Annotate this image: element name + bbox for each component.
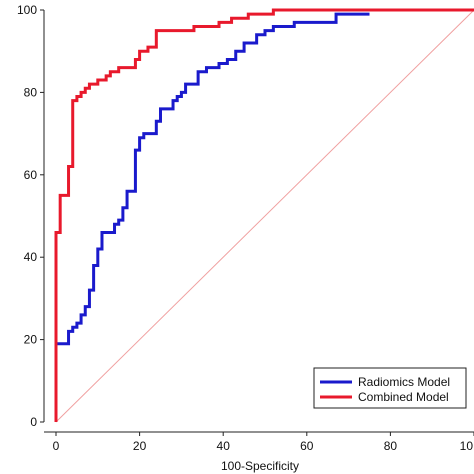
y-tick-label: 40 [24, 250, 38, 264]
x-tick-label: 0 [53, 439, 60, 453]
x-tick-label: 20 [133, 439, 147, 453]
x-tick-label: 80 [384, 439, 398, 453]
x-tick-label: 60 [300, 439, 314, 453]
y-tick-label: 0 [30, 415, 37, 429]
legend-box [313, 367, 467, 409]
y-tick-label: 20 [24, 333, 38, 347]
x-tick-label: 40 [217, 439, 231, 453]
x-tick-label: 10 [460, 439, 474, 453]
series-line-radiomics-model [54, 12, 370, 422]
y-tick-label: 100 [17, 3, 37, 17]
x-axis-title: 100-Specificity [221, 459, 299, 473]
y-tick-label: 80 [24, 85, 38, 99]
series-line-combined-model [54, 8, 474, 422]
legend-label: Radiomics Model [358, 375, 450, 389]
reference-diagonal-line [55, 9, 474, 423]
y-tick-label: 60 [24, 168, 38, 182]
legend-label: Combined Model [358, 390, 449, 404]
